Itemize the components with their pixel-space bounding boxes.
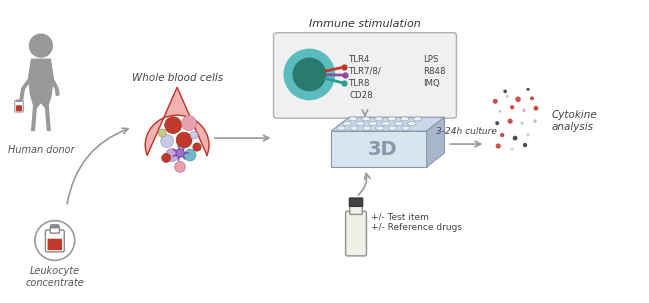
Circle shape <box>182 116 197 131</box>
Circle shape <box>508 118 513 124</box>
Circle shape <box>176 132 192 148</box>
Circle shape <box>184 149 196 161</box>
Circle shape <box>293 58 326 92</box>
Ellipse shape <box>376 126 384 130</box>
Ellipse shape <box>382 122 390 125</box>
Text: R848: R848 <box>422 67 445 76</box>
Circle shape <box>533 106 539 111</box>
Ellipse shape <box>395 122 403 125</box>
Ellipse shape <box>413 117 422 121</box>
Circle shape <box>510 105 514 109</box>
Circle shape <box>506 95 509 98</box>
Circle shape <box>193 143 201 151</box>
Ellipse shape <box>361 117 370 121</box>
Polygon shape <box>28 58 54 131</box>
Circle shape <box>161 135 174 148</box>
Ellipse shape <box>349 117 358 121</box>
Ellipse shape <box>374 117 383 121</box>
Circle shape <box>165 117 182 134</box>
Circle shape <box>284 48 335 100</box>
Circle shape <box>522 108 526 112</box>
Circle shape <box>515 97 521 102</box>
FancyBboxPatch shape <box>51 225 58 228</box>
Circle shape <box>500 133 504 137</box>
Polygon shape <box>145 87 209 155</box>
Text: Human donor: Human donor <box>8 145 74 155</box>
Circle shape <box>496 143 501 148</box>
FancyBboxPatch shape <box>47 239 62 250</box>
Circle shape <box>35 221 75 260</box>
Circle shape <box>190 131 198 139</box>
Polygon shape <box>331 117 445 131</box>
FancyBboxPatch shape <box>16 105 22 111</box>
Circle shape <box>523 143 527 147</box>
Polygon shape <box>19 58 35 101</box>
Circle shape <box>530 96 534 100</box>
Text: TLR4: TLR4 <box>349 55 371 64</box>
Circle shape <box>29 34 53 57</box>
Circle shape <box>511 148 513 150</box>
Circle shape <box>498 110 502 113</box>
FancyBboxPatch shape <box>45 230 64 252</box>
Ellipse shape <box>363 126 371 130</box>
Ellipse shape <box>369 122 377 125</box>
Text: CD28: CD28 <box>349 91 373 100</box>
Polygon shape <box>331 131 426 167</box>
FancyBboxPatch shape <box>350 204 362 215</box>
Circle shape <box>176 149 184 157</box>
Text: TLR7/8/: TLR7/8/ <box>349 67 382 76</box>
Text: 3D: 3D <box>368 139 398 158</box>
Ellipse shape <box>350 126 358 130</box>
Circle shape <box>504 90 507 93</box>
Text: Leukocyte
concentrate: Leukocyte concentrate <box>25 266 84 288</box>
Ellipse shape <box>402 126 410 130</box>
Circle shape <box>533 119 537 123</box>
Ellipse shape <box>356 122 364 125</box>
FancyBboxPatch shape <box>50 226 60 233</box>
Circle shape <box>495 121 499 125</box>
Circle shape <box>175 161 186 172</box>
Circle shape <box>526 88 530 91</box>
Circle shape <box>165 148 178 161</box>
Polygon shape <box>426 117 445 167</box>
Text: LPS: LPS <box>422 55 438 64</box>
Circle shape <box>520 122 524 125</box>
Circle shape <box>158 129 166 137</box>
Text: +/- Test item
+/- Reference drugs: +/- Test item +/- Reference drugs <box>371 213 462 232</box>
Text: IMQ: IMQ <box>422 79 439 88</box>
Circle shape <box>513 136 517 141</box>
Ellipse shape <box>408 122 416 125</box>
Polygon shape <box>47 58 60 96</box>
FancyBboxPatch shape <box>16 99 22 102</box>
FancyBboxPatch shape <box>273 33 456 118</box>
Ellipse shape <box>343 122 351 125</box>
Ellipse shape <box>389 126 397 130</box>
Ellipse shape <box>400 117 409 121</box>
Text: Immune stimulation: Immune stimulation <box>309 19 421 29</box>
Circle shape <box>162 154 171 162</box>
Circle shape <box>493 99 498 104</box>
FancyBboxPatch shape <box>15 101 23 112</box>
Text: TLR8: TLR8 <box>349 79 371 88</box>
Text: Cytokine
analysis: Cytokine analysis <box>552 110 598 132</box>
Text: 3-24h culture: 3-24h culture <box>436 127 497 136</box>
Text: Whole blood cells: Whole blood cells <box>132 73 223 83</box>
Ellipse shape <box>387 117 396 121</box>
Circle shape <box>526 134 530 137</box>
Ellipse shape <box>337 126 345 130</box>
FancyBboxPatch shape <box>349 198 363 206</box>
FancyBboxPatch shape <box>346 211 367 256</box>
